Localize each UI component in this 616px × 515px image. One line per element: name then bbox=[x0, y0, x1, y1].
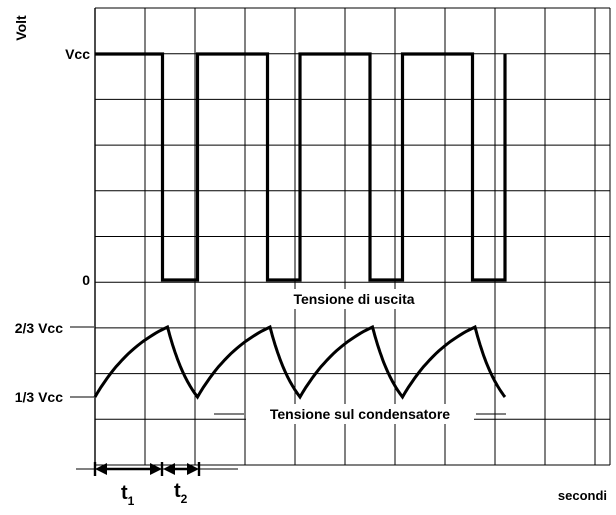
t1-arrow-right-head bbox=[150, 463, 162, 475]
tick-label-zero: 0 bbox=[82, 272, 90, 288]
t2-label-main: t bbox=[174, 480, 181, 502]
t2-arrow-right-head bbox=[187, 463, 199, 475]
t1-arrow-left-head bbox=[95, 463, 107, 475]
t2-label-sub: 2 bbox=[181, 492, 188, 506]
grid bbox=[94, 7, 611, 466]
t1-label: t1 bbox=[121, 482, 135, 508]
t2-label: t2 bbox=[174, 480, 188, 506]
output-voltage-line bbox=[95, 52, 507, 282]
t1-label-sub: 1 bbox=[128, 494, 135, 508]
tick-label-vcc: Vcc bbox=[65, 46, 90, 62]
t1-label-main: t bbox=[121, 482, 128, 504]
tick-label-one-third-vcc: 1/3 Vcc bbox=[15, 389, 63, 405]
t2-arrow-left-head bbox=[163, 463, 175, 475]
tick-label-two-thirds-vcc: 2/3 Vcc bbox=[15, 320, 63, 336]
x-axis-label: secondi bbox=[558, 488, 607, 503]
output-annotation-bg bbox=[270, 289, 438, 309]
capacitor-annotation: Tensione sul condensatore bbox=[270, 406, 450, 422]
capacitor-voltage-line bbox=[93, 324, 507, 400]
capacitor-annotation-bg bbox=[246, 404, 474, 424]
y-axis-label: Volt bbox=[13, 15, 29, 41]
interval-arrows bbox=[76, 462, 238, 476]
output-annotation: Tensione di uscita bbox=[293, 291, 414, 307]
